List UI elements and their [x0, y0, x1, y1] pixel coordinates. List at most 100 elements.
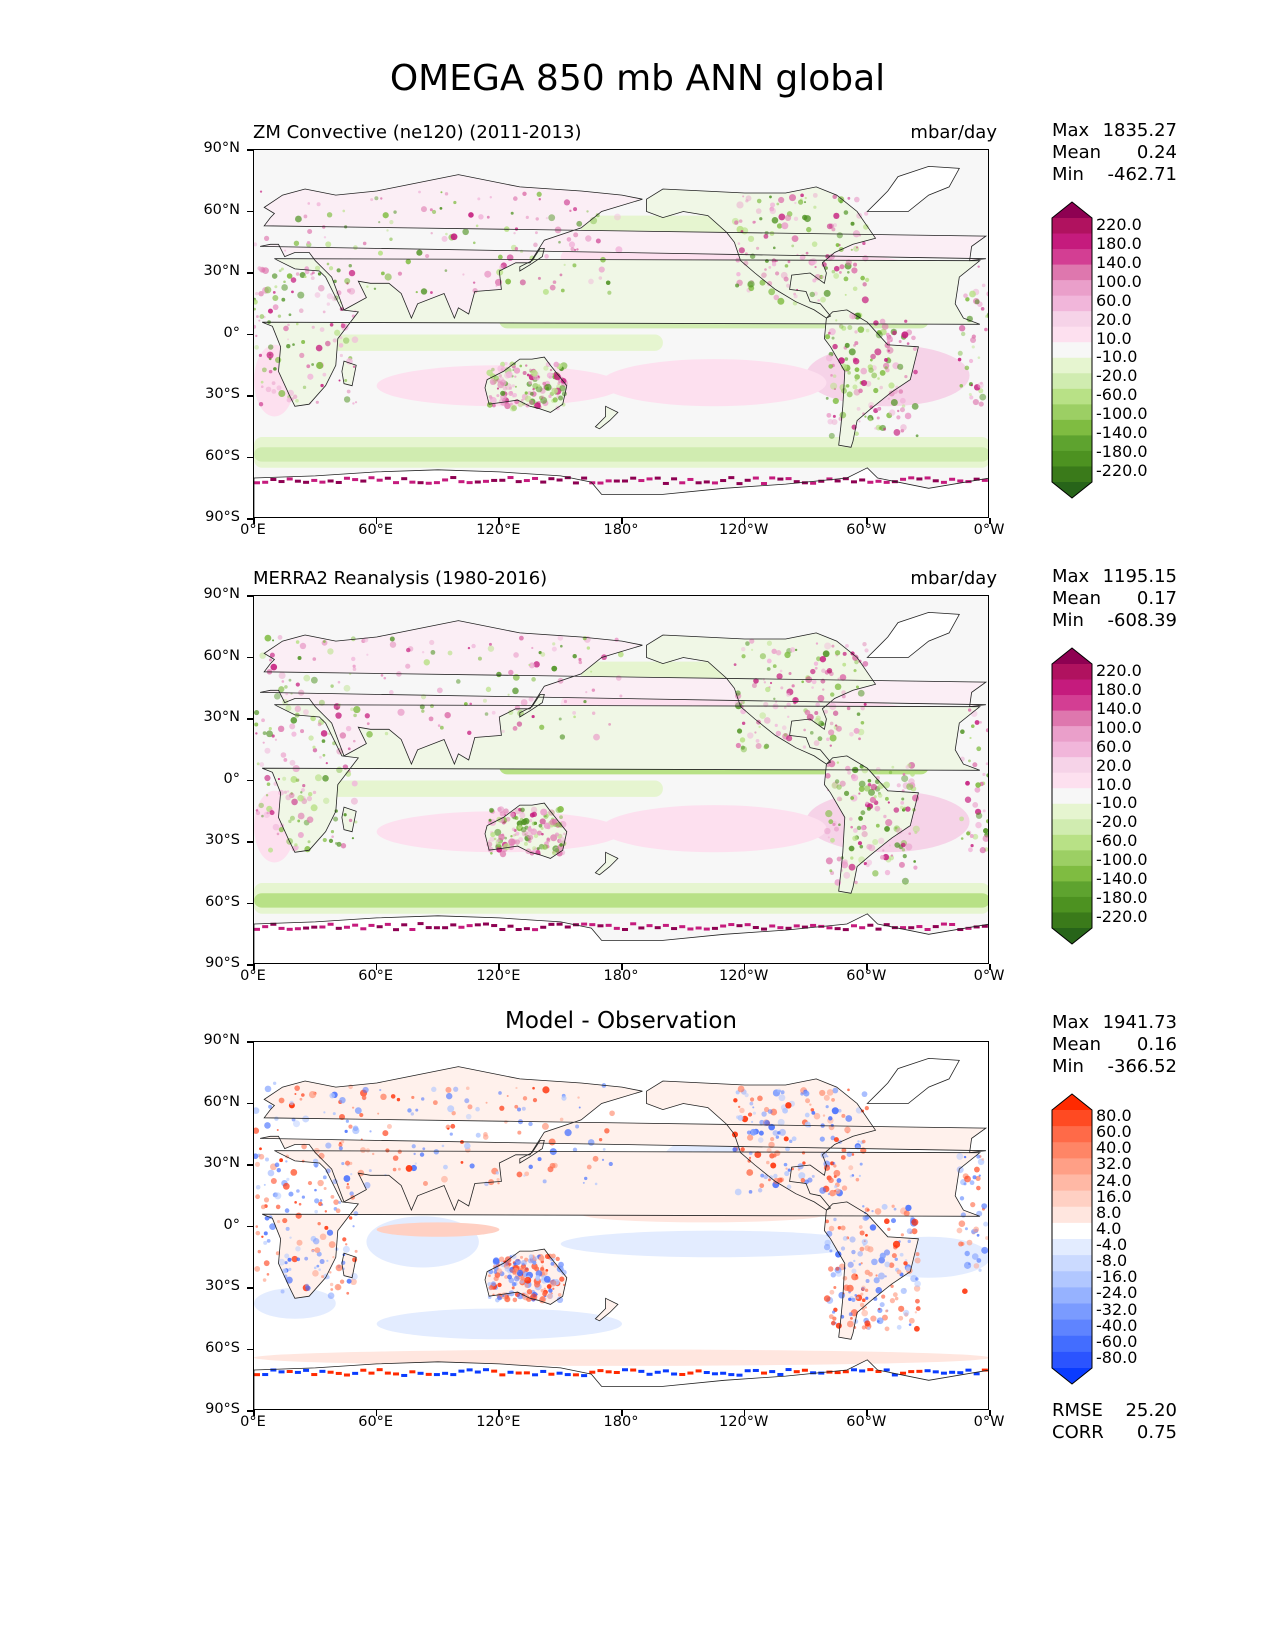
- field-speckle: [884, 1326, 890, 1332]
- colorbar-segment: [1052, 788, 1092, 805]
- coastal-band: [785, 477, 792, 481]
- field-speckle: [290, 717, 298, 724]
- coastal-band: [564, 925, 571, 929]
- field-speckle: [532, 1086, 535, 1090]
- field-speckle: [793, 216, 799, 222]
- field-speckle: [342, 1237, 347, 1242]
- field-speckle: [431, 1086, 437, 1093]
- field-speckle: [876, 407, 881, 412]
- panel-ref: MERRA2 Reanalysis (1980-2016) mbar/day 90°…: [0, 566, 1275, 1006]
- field-speckle: [497, 254, 503, 260]
- field-speckle: [843, 871, 851, 879]
- field-speckle: [472, 241, 476, 245]
- coastal-band: [532, 476, 539, 480]
- field-speckle: [295, 778, 300, 782]
- field-speckle: [289, 1236, 292, 1239]
- field-speckle: [254, 1161, 260, 1167]
- coastal-band: [867, 1368, 874, 1372]
- field-speckle: [307, 202, 311, 205]
- coastal-band: [949, 922, 956, 926]
- field-speckle: [885, 332, 890, 337]
- field-speckle: [978, 401, 984, 407]
- field-speckle: [854, 378, 858, 382]
- field-speckle: [267, 308, 273, 314]
- field-speckle: [386, 229, 389, 232]
- field-speckle: [557, 806, 564, 813]
- field-speckle: [978, 388, 984, 394]
- field-speckle: [829, 721, 834, 726]
- field-speckle: [871, 372, 878, 379]
- field-speckle: [509, 390, 513, 395]
- field-speckle: [975, 782, 981, 788]
- coastal-band: [981, 478, 988, 482]
- field-speckle: [839, 271, 842, 274]
- field-speckle: [826, 1155, 829, 1158]
- field-speckle: [502, 386, 508, 391]
- coastal-band: [883, 1368, 890, 1372]
- field-speckle: [802, 745, 807, 749]
- field-speckle: [834, 724, 838, 727]
- field-speckle: [733, 1098, 738, 1103]
- field-speckle: [546, 1284, 552, 1289]
- field-speckle: [576, 248, 579, 251]
- field-speckle: [752, 1111, 756, 1115]
- field-speckle: [545, 217, 548, 220]
- field-speckle: [270, 663, 278, 671]
- field-speckle: [741, 721, 746, 726]
- field-speckle: [833, 265, 840, 272]
- field-speckle: [976, 1258, 982, 1263]
- field-speckle: [883, 814, 887, 819]
- field-speckle: [863, 861, 867, 866]
- field-speckle: [281, 680, 285, 683]
- coastal-band: [973, 477, 980, 481]
- field-speckle: [516, 1269, 524, 1277]
- field-speckle: [854, 367, 860, 373]
- field-speckle: [847, 1088, 850, 1092]
- field-speckle: [497, 365, 505, 373]
- field-speckle: [290, 776, 298, 783]
- coastal-band: [343, 925, 350, 929]
- field-speckle: [900, 428, 905, 433]
- metric-label: RMSE: [1052, 1400, 1103, 1421]
- field-speckle: [829, 869, 833, 873]
- coastal-band: [442, 1371, 449, 1375]
- field-speckle: [511, 405, 517, 412]
- colorbar-tick-label: 10.0: [1096, 328, 1132, 348]
- field-speckle: [465, 1086, 470, 1091]
- field-speckle: [272, 639, 275, 642]
- field-speckle: [890, 854, 894, 857]
- field-speckle: [800, 1178, 806, 1183]
- field-speckle: [858, 1225, 863, 1229]
- field-speckle: [527, 834, 534, 841]
- field-speckle: [964, 1250, 970, 1257]
- coastal-band: [638, 926, 645, 930]
- field-speckle: [901, 848, 906, 852]
- field-speckle: [511, 1253, 517, 1260]
- field-speckle: [830, 374, 833, 377]
- field-speckle: [343, 813, 347, 817]
- field-speckle: [830, 1320, 836, 1326]
- metric-rmse: RMSE 25.20: [1052, 1400, 1177, 1422]
- land-eurasia: [260, 174, 986, 319]
- field-speckle: [787, 260, 791, 264]
- field-speckle: [852, 230, 861, 238]
- lat-tick: [247, 395, 253, 397]
- field-speckle: [520, 1276, 525, 1281]
- field-speckle: [824, 827, 831, 835]
- field-speckle: [505, 278, 512, 285]
- lon-tick: [498, 1410, 500, 1416]
- field-speckle: [283, 758, 288, 762]
- coastline-namerica: [646, 632, 877, 765]
- coastal-band: [482, 479, 489, 483]
- coastline-greenland: [866, 1057, 960, 1104]
- field-speckle: [854, 1275, 859, 1280]
- field-speckle: [307, 373, 314, 380]
- field-speckle: [328, 732, 331, 735]
- field-speckle: [287, 323, 290, 327]
- field-speckle: [617, 651, 624, 658]
- field-speckle: [430, 232, 433, 235]
- field-speckle: [258, 1153, 265, 1160]
- field-speckle: [322, 640, 326, 643]
- field-speckle: [763, 717, 771, 724]
- field-speckle: [901, 404, 906, 408]
